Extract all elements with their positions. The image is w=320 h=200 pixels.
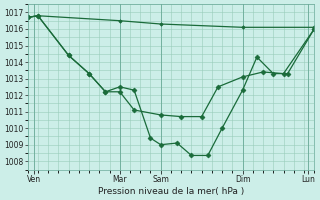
X-axis label: Pression niveau de la mer( hPa ): Pression niveau de la mer( hPa ) xyxy=(98,187,244,196)
